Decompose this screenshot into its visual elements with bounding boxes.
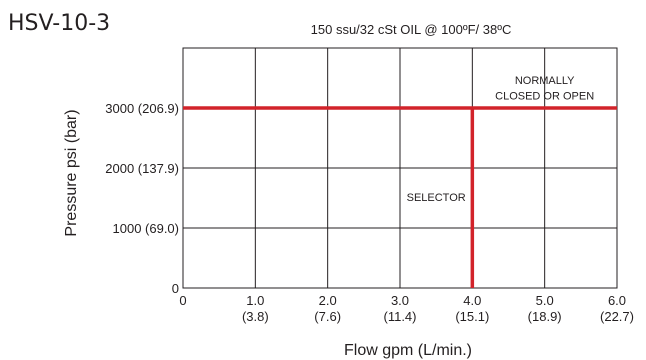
annotation: SELECTOR xyxy=(407,192,466,204)
x-tick-label: 5.0 xyxy=(536,293,554,308)
x-tick-label: 0 xyxy=(179,293,186,308)
annotations: NORMALLY CLOSED OR OPEN SELECTOR xyxy=(407,75,595,204)
x-tick-sublabel: (18.9) xyxy=(528,309,562,324)
y-tick-label: 0 xyxy=(172,281,179,296)
x-tick-label: 1.0 xyxy=(246,293,264,308)
x-tick-sublabel: (15.1) xyxy=(455,309,489,324)
y-axis-label: Pressure psi (bar) xyxy=(63,109,80,236)
x-axis-label: Flow gpm (L/min.) xyxy=(344,342,472,359)
series-lines xyxy=(183,106,617,288)
x-tick-sublabel: (22.7) xyxy=(600,309,634,324)
x-tick-label: 3.0 xyxy=(391,293,409,308)
annotation: NORMALLY xyxy=(515,75,575,87)
y-axis-ticks: 0 1000 (69.0) 2000 (137.9) 3000 (206.9) xyxy=(105,101,179,296)
model-title: HSV-10-3 xyxy=(8,11,110,36)
x-tick-label: 4.0 xyxy=(463,293,481,308)
x-tick-sublabel: (7.6) xyxy=(314,309,341,324)
y-tick-label: 3000 (206.9) xyxy=(105,101,179,116)
x-tick-sublabel: (11.4) xyxy=(384,309,417,324)
annotation: CLOSED OR OPEN xyxy=(495,91,594,103)
y-tick-label: 2000 (137.9) xyxy=(105,161,179,176)
x-tick-label: 6.0 xyxy=(608,293,626,308)
chart-title: 150 ssu/32 cSt OIL @ 100ºF/ 38ºC xyxy=(311,22,512,37)
x-axis-ticks: 0 1.0(3.8) 2.0(7.6) 3.0(11.4) 4.0(15.1) 5.0(1… xyxy=(179,293,634,324)
x-tick-sublabel: (3.8) xyxy=(242,309,269,324)
y-tick-label: 1000 (69.0) xyxy=(113,221,180,236)
x-tick-label: 2.0 xyxy=(319,293,337,308)
